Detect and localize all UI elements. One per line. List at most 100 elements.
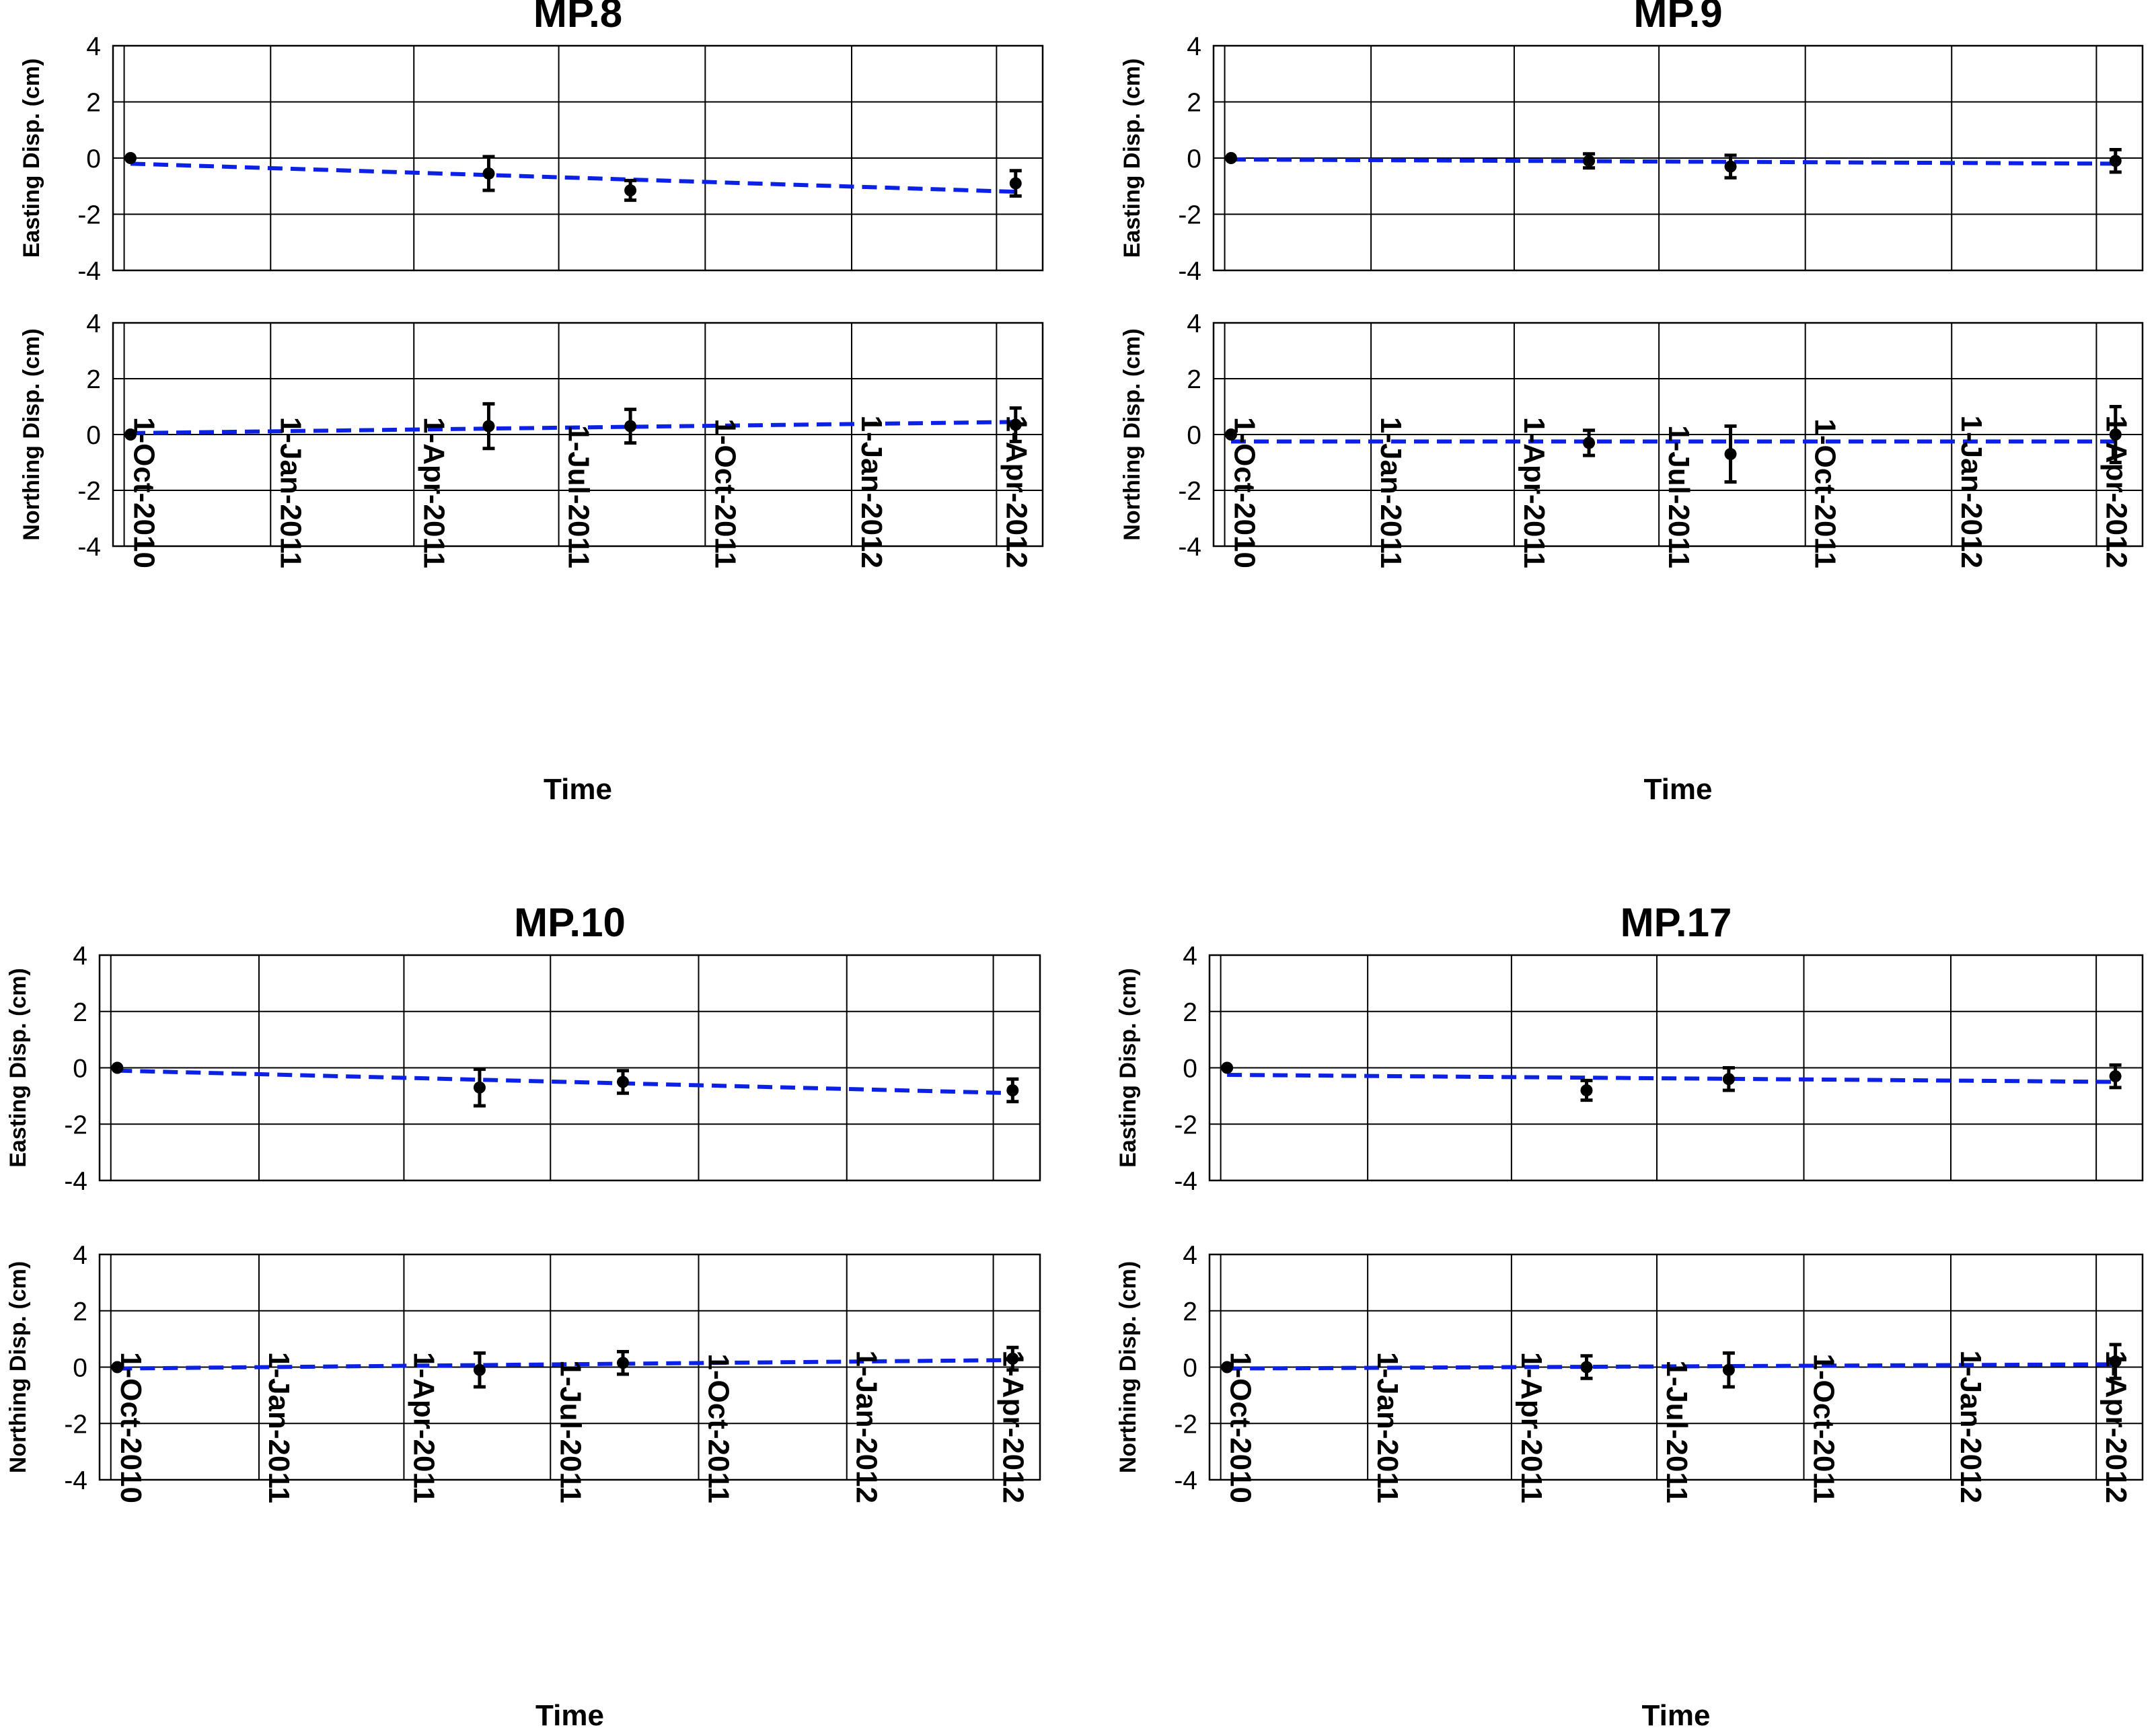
data-point — [1225, 428, 1238, 441]
y-tick-label: 0 — [1187, 145, 1201, 174]
data-point — [1722, 1363, 1735, 1376]
x-tick-label: 1-Jul-2011 — [1660, 1360, 1693, 1503]
y-tick-label: -2 — [1174, 1111, 1197, 1139]
chart-panel-mp9: MP.9 4 2 0 -2 -4 Easting Disp. (cm) 4 2 0 -2 -4 Nort… — [1119, 0, 2144, 806]
x-tick-label: 1-Jan-2012 — [1954, 1351, 1987, 1503]
y-tick-label: 2 — [1187, 365, 1201, 394]
y-tick-label: 0 — [86, 421, 101, 450]
data-point — [1580, 1084, 1593, 1096]
chart-title: MP.9 — [1633, 0, 1722, 36]
y-tick-label: 0 — [73, 1055, 87, 1084]
y-axis-label: Northing Disp. (cm) — [19, 328, 44, 540]
data-point — [616, 1076, 629, 1088]
data-point — [482, 420, 495, 432]
plot-frame — [112, 44, 1044, 272]
trend-line — [117, 1358, 1013, 1371]
easting-subplot: 4 2 0 -2 -4 Easting Disp. (cm) — [5, 942, 1041, 1196]
y-axis-label: Easting Disp. (cm) — [5, 968, 31, 1168]
y-tick-label: -4 — [77, 533, 101, 562]
data-point — [482, 167, 495, 180]
plot-frame — [98, 954, 1041, 1182]
trend-line — [117, 1068, 1013, 1096]
data-point — [1724, 160, 1737, 173]
northing-subplot: 4 2 0 -2 -4 Northing Disp. (cm) — [1115, 1241, 2144, 1495]
northing-subplot: 4 2 0 -2 -4 Northing Disp. (cm) — [5, 1241, 1041, 1495]
data-point — [2109, 1070, 2122, 1083]
y-tick-label: 4 — [86, 32, 101, 61]
plot-frame — [112, 322, 1044, 548]
y-tick-label: -4 — [64, 1167, 87, 1196]
x-tick-label: 1-Oct-2010 — [128, 417, 161, 568]
data-point — [1724, 448, 1737, 461]
chart-panel-mp10: MP.10 4 2 0 -2 -4 Easting Disp. (cm) 4 2 0 -2 -4 Nor… — [5, 900, 1041, 1730]
data-point — [1006, 1084, 1019, 1096]
x-tick-label: 1-Apr-2011 — [1515, 1352, 1548, 1503]
x-tick-label: 1-Jul-2011 — [562, 425, 595, 568]
trend-line — [1227, 1072, 2116, 1084]
x-tick-label: 1-Apr-2011 — [407, 1352, 440, 1503]
data-point — [2109, 155, 2122, 167]
y-tick-label: 2 — [86, 89, 101, 118]
northing-subplot: 4 2 0 -2 -4 Northing Disp. (cm) — [1119, 309, 2144, 562]
y-tick-label: 4 — [1183, 942, 1197, 971]
data-point — [1221, 1061, 1234, 1074]
trend-line — [130, 420, 1016, 435]
data-point — [473, 1363, 486, 1376]
plot-frame — [1212, 44, 2144, 272]
y-tick-label: 4 — [1183, 1241, 1197, 1270]
x-tick-label: 1-Jan-2011 — [1371, 1352, 1404, 1503]
easting-subplot: 4 2 0 -2 -4 Easting Disp. (cm) — [1115, 942, 2144, 1196]
x-tick-label: 1-Oct-2011 — [708, 418, 741, 568]
x-axis-label: Time — [1642, 1699, 1711, 1730]
x-tick-label: 1-Apr-2012 — [2099, 416, 2132, 568]
x-tick-label: 1-Jan-2012 — [1955, 416, 1988, 568]
y-tick-label: 0 — [1183, 1055, 1197, 1084]
chart-panel-mp17: MP.17 4 2 0 -2 -4 Easting Disp. (cm) 4 2 0 -2 -4 Nor… — [1115, 900, 2144, 1730]
y-tick-label: 0 — [1183, 1354, 1197, 1383]
x-tick-label: 1-Jan-2011 — [274, 417, 307, 568]
y-tick-label: -2 — [77, 477, 101, 506]
chart-title: MP.10 — [514, 900, 626, 945]
data-point — [2109, 1355, 2122, 1368]
y-tick-label: -2 — [64, 1410, 87, 1439]
y-tick-label: -4 — [1174, 1466, 1197, 1495]
y-axis-label: Northing Disp. (cm) — [1115, 1261, 1141, 1473]
x-tick-label: 1-Jan-2011 — [1374, 417, 1407, 568]
x-tick-label: 1-Apr-2012 — [2099, 1351, 2132, 1503]
y-tick-label: 4 — [1187, 309, 1201, 338]
easting-subplot: 4 2 0 -2 -4 Easting Disp. (cm) — [19, 32, 1044, 286]
chart-title: MP.8 — [533, 0, 622, 36]
chart-panel-mp8: MP.8 4 2 0 -2 -4 Easting Disp. (cm) 4 2 0 -2 -4 Nort… — [19, 0, 1044, 806]
data-point — [1009, 177, 1022, 190]
plot-frame — [1212, 322, 2144, 548]
data-point — [1722, 1073, 1735, 1086]
data-point — [473, 1081, 486, 1094]
x-tick-label: 1-Oct-2010 — [114, 1352, 147, 1503]
x-tick-label: 1-Oct-2011 — [702, 1353, 735, 1503]
x-tick-label: 1-Jan-2012 — [850, 1351, 883, 1503]
data-point — [1580, 1361, 1593, 1374]
data-point — [111, 1361, 124, 1374]
y-axis-label: Northing Disp. (cm) — [5, 1261, 31, 1473]
x-tick-label: 1-Oct-2011 — [1808, 1353, 1841, 1503]
y-tick-label: 0 — [1187, 421, 1201, 450]
y-tick-label: -4 — [1174, 1167, 1197, 1196]
northing-subplot: 4 2 0 -2 -4 Northing Disp. (cm) — [19, 309, 1044, 562]
y-tick-label: -4 — [64, 1466, 87, 1495]
y-tick-label: 4 — [73, 1241, 87, 1270]
plot-frame — [98, 1253, 1041, 1481]
data-point — [1221, 1361, 1234, 1374]
y-tick-label: -4 — [1178, 257, 1201, 286]
x-axis-label: Time — [544, 773, 612, 806]
trend-line — [1227, 1362, 2116, 1371]
easting-subplot: 4 2 0 -2 -4 Easting Disp. (cm) — [1119, 32, 2144, 286]
data-point — [624, 420, 637, 432]
y-tick-label: 2 — [73, 998, 87, 1027]
data-point — [111, 1061, 124, 1074]
plot-frame — [1208, 1253, 2144, 1481]
y-tick-label: -4 — [77, 257, 101, 286]
x-tick-label: 1-Jan-2012 — [855, 416, 888, 568]
y-tick-label: 2 — [1183, 998, 1197, 1027]
y-tick-label: 4 — [1187, 32, 1201, 61]
